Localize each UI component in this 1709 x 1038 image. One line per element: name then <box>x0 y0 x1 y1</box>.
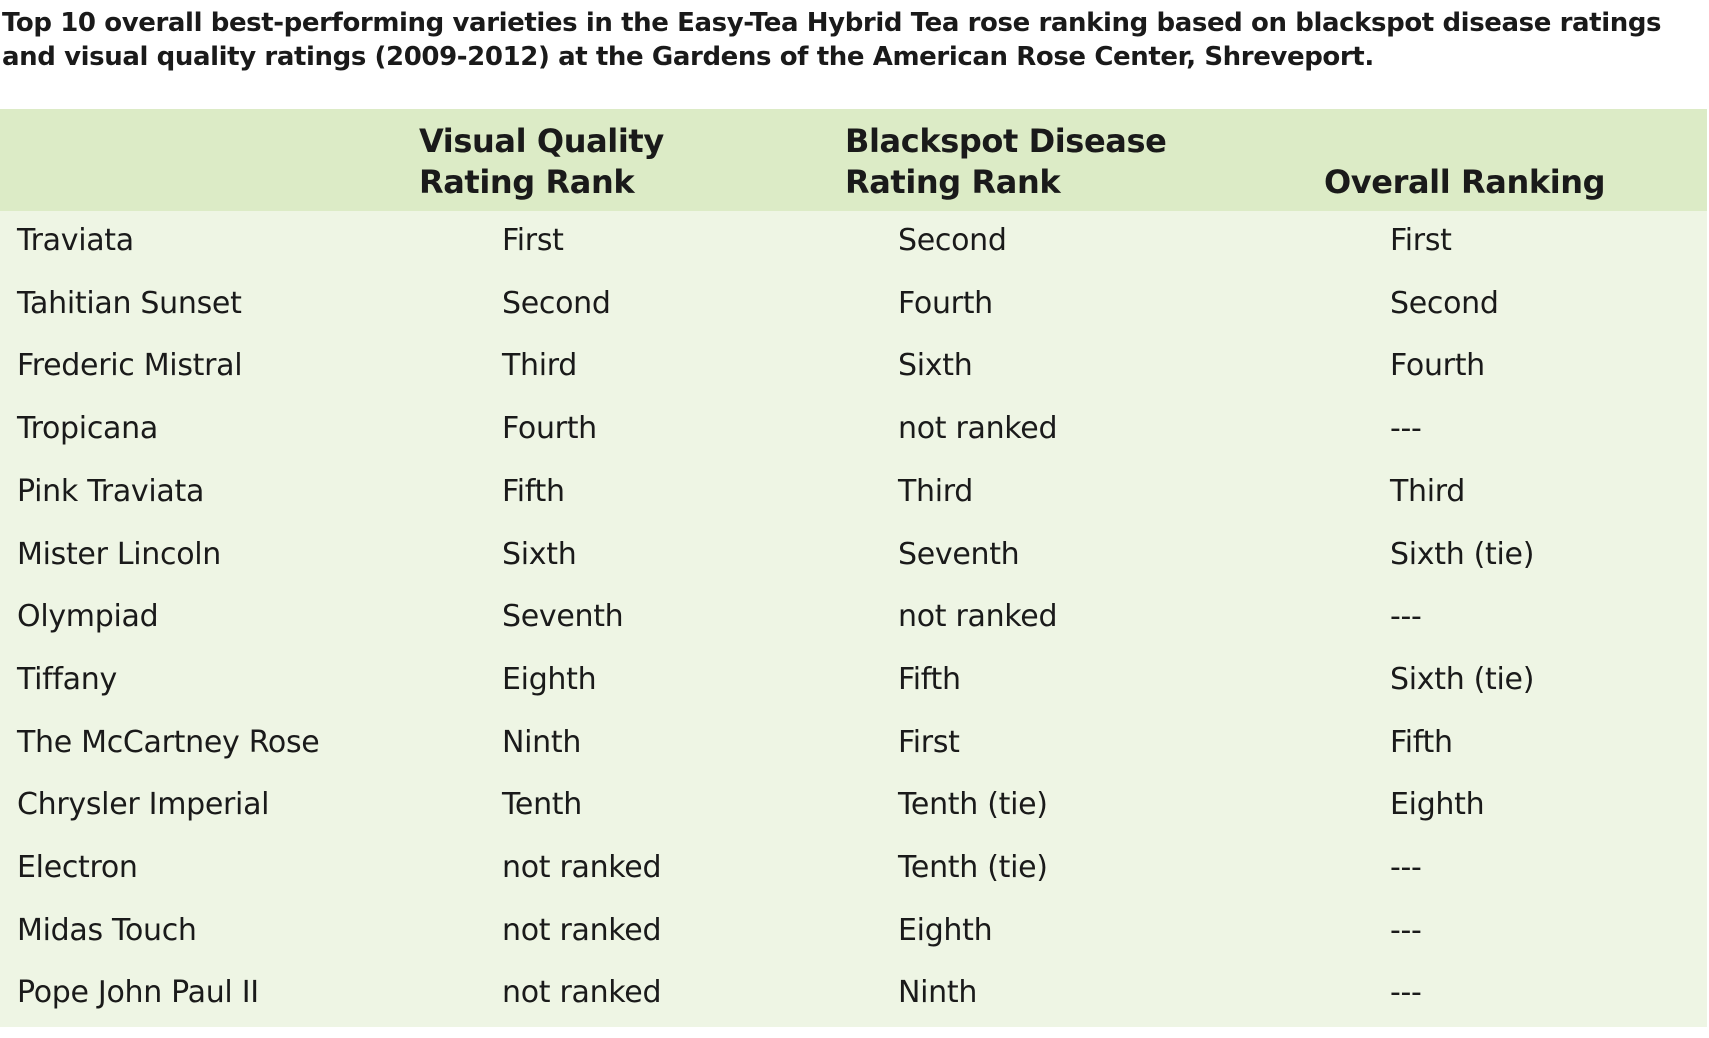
column-header-line: Blackspot Disease <box>845 122 1167 160</box>
table: Visual Quality Rating Rank Blackspot Disea… <box>0 109 1707 1027</box>
column-header-line: Rating Rank <box>845 163 1061 201</box>
rank-cell: Fifth <box>898 661 961 697</box>
rank-cell: not ranked <box>898 599 1058 635</box>
column-header: Blackspot Disease Rating Rank <box>845 121 1167 203</box>
rank-cell: --- <box>1390 411 1422 447</box>
variety-name: Midas Touch <box>17 912 197 948</box>
variety-name: Traviata <box>17 223 134 258</box>
rank-cell: Ninth <box>898 975 978 1011</box>
column-header: Overall Ranking <box>1324 162 1606 203</box>
table-header: Visual Quality Rating Rank Blackspot Disea… <box>0 109 1707 211</box>
title-line: and visual quality ratings (2009-2012) a… <box>2 42 1374 72</box>
rank-cell: Fifth <box>502 473 565 509</box>
rank-cell: Tenth (tie) <box>898 850 1048 885</box>
variety-name: Chrysler Imperial <box>17 787 270 823</box>
variety-name: Tahitian Sunset <box>17 285 242 321</box>
rank-cell: Fourth <box>1390 348 1485 384</box>
variety-name: Pink Traviata <box>17 473 205 509</box>
rank-cell: Seventh <box>898 536 1020 572</box>
rank-cell: not ranked <box>502 912 662 948</box>
rank-cell: --- <box>1390 599 1422 635</box>
variety-name: The McCartney Rose <box>17 724 320 760</box>
variety-name: Olympiad <box>17 599 159 635</box>
rank-cell: Eighth <box>502 661 597 697</box>
rank-cell: Fourth <box>898 285 993 321</box>
rank-cell: not ranked <box>898 411 1058 447</box>
variety-name: Frederic Mistral <box>17 348 243 384</box>
column-header-line: Rating Rank <box>419 163 635 201</box>
rank-cell: Tenth <box>502 787 582 823</box>
rank-cell: Third <box>502 348 578 384</box>
rank-cell: Seventh <box>502 599 624 635</box>
rank-cell: Third <box>1390 473 1466 509</box>
rank-cell: --- <box>1390 975 1422 1011</box>
rank-cell: Fifth <box>1390 724 1453 760</box>
rank-cell: Second <box>1390 285 1499 321</box>
rank-cell: Eighth <box>1390 787 1485 823</box>
rank-cell: Sixth <box>502 536 577 572</box>
rank-cell: Ninth <box>502 724 582 760</box>
column-header-line: Overall Ranking <box>1324 163 1606 201</box>
variety-name: Electron <box>17 850 138 885</box>
rank-cell: Fourth <box>502 411 597 447</box>
rank-cell: --- <box>1390 850 1422 885</box>
rank-cell: --- <box>1390 912 1422 948</box>
variety-name: Tiffany <box>17 661 117 697</box>
rank-cell: Second <box>502 285 611 321</box>
rank-cell: Sixth (tie) <box>1390 661 1535 697</box>
title-line: Top 10 overall best-performing varieties… <box>2 8 1662 38</box>
rank-cell: Sixth (tie) <box>1390 536 1535 572</box>
rank-cell: Sixth <box>898 348 973 384</box>
rank-cell: not ranked <box>502 975 662 1011</box>
variety-name: Pope John Paul II <box>17 975 259 1011</box>
rank-cell: First <box>898 724 960 760</box>
rank-cell: First <box>1390 223 1452 258</box>
column-header: Visual Quality Rating Rank <box>419 121 664 203</box>
rank-cell: Second <box>898 223 1007 258</box>
rank-cell: not ranked <box>502 850 662 885</box>
rank-cell: Eighth <box>898 912 993 948</box>
rank-cell: First <box>502 223 564 258</box>
rank-cell: Third <box>898 473 974 509</box>
variety-name: Tropicana <box>17 411 158 447</box>
column-header-line: Visual Quality <box>419 122 664 160</box>
title: Top 10 overall best-performing varieties… <box>2 6 1662 74</box>
rank-cell: Tenth (tie) <box>898 787 1048 823</box>
variety-name: Mister Lincoln <box>17 536 221 572</box>
